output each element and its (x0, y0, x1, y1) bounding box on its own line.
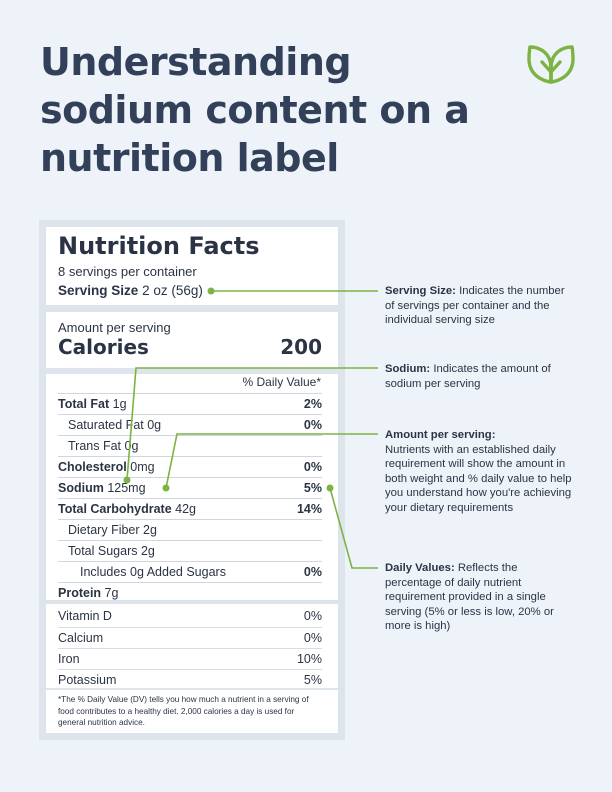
nutrient-amount: 1g (112, 397, 127, 411)
nutrient-pct: 5% (303, 481, 322, 495)
vitamin-name: Potassium (58, 673, 117, 687)
nutrient-amount: 0g (124, 439, 139, 453)
nutrient-name: Total Sugars (68, 544, 138, 558)
callout-daily-values: Daily Values: Reflects the percentage of… (385, 561, 575, 634)
callout-amount-per-serving: Amount per serving: Nutrients with an es… (385, 428, 575, 515)
vitamin-pct: 10% (296, 652, 322, 666)
calories-label: Calories (58, 335, 149, 359)
callout-title: Sodium: (385, 363, 431, 375)
label-vitamins-section (46, 604, 338, 688)
nutrient-name: Total Fat (58, 397, 110, 411)
callout-sodium: Sodium: Indicates the amount of sodium p… (385, 362, 575, 391)
nutrient-name: Total Carbohydrate (58, 502, 172, 516)
nutrient-pct: 0% (303, 565, 322, 579)
nutrient-amount: 125mg (107, 481, 146, 495)
nutrient-amount: 7g (104, 586, 119, 600)
nutrient-row-added-sugars: Includes 0g Added Sugars 0% (58, 561, 322, 582)
leaf-icon (527, 45, 575, 84)
daily-value-header: % Daily Value* (242, 375, 321, 389)
nutrient-amount: 2g (140, 544, 155, 558)
amount-per-serving: Amount per serving (58, 320, 171, 335)
nutrient-row-cholesterol: Cholesterol 0mg 0% (58, 456, 322, 477)
nutrient-name: Sodium (58, 481, 104, 495)
serving-size-value: 2 oz (56g) (142, 283, 203, 298)
vitamin-row-iron: Iron 10% (58, 648, 322, 669)
callout-text: Indicates the number of servings per con… (385, 285, 565, 326)
nutrition-facts-title: Nutrition Facts (58, 232, 260, 260)
nutrient-name: Protein (58, 586, 102, 600)
label-calories-section (46, 312, 338, 368)
vitamin-name: Calcium (58, 631, 104, 645)
nutrient-row-saturated-fat: Saturated Fat 0g 0% (58, 414, 322, 435)
page-title: Understanding sodium content on a nutrit… (40, 40, 470, 180)
serving-size-label: Serving Size (58, 283, 139, 298)
calories-value: 200 (280, 335, 322, 359)
nutrient-amount: 0mg (130, 460, 155, 474)
vitamin-pct: 0% (303, 609, 322, 623)
nutrient-amount: 42g (175, 502, 197, 516)
label-header-section (46, 227, 338, 305)
nutrient-name: Cholesterol (58, 460, 127, 474)
nutrient-row-total-sugars: Total Sugars 2g (58, 540, 322, 561)
label-nutrients-section (46, 374, 338, 600)
label-footnote-section (46, 690, 338, 733)
callout-text: Reflects the percentage of daily nutrien… (385, 562, 554, 632)
callout-title: Daily Values: (385, 562, 455, 574)
nutrient-row-sodium: Sodium 125mg 5% (58, 477, 322, 498)
nutrient-pct: 2% (303, 397, 322, 411)
nutrient-row-dietary-fiber: Dietary Fiber 2g (58, 519, 322, 540)
servings-per-container: 8 servings per container (58, 264, 197, 279)
marker-serving-size (207, 287, 215, 295)
nutrient-pct: 0% (303, 460, 322, 474)
nutrient-row-trans-fat: Trans Fat 0g (58, 435, 322, 456)
daily-value-footnote: *The % Daily Value (DV) tells you how mu… (58, 695, 309, 727)
vitamin-name: Iron (58, 652, 80, 666)
connector-daily-values (329, 487, 378, 569)
nutrient-pct: 14% (296, 502, 322, 516)
nutrient-pct: 0% (303, 418, 322, 432)
vitamin-row-vitamin-d: Vitamin D 0% (58, 606, 322, 627)
vitamin-name: Vitamin D (58, 609, 112, 623)
callout-title: Amount per serving: (385, 429, 496, 441)
callout-text: Nutrients with an established daily requ… (385, 443, 572, 514)
nutrient-row-protein: Protein 7g (58, 582, 322, 603)
nutrient-row-total-carbohydrate: Total Carbohydrate 42g 14% (58, 498, 322, 519)
connector-amount-per-serving (165, 433, 378, 489)
nutrient-name: Dietary Fiber (68, 523, 140, 537)
nutrient-name: Saturated Fat (68, 418, 144, 432)
marker-amount (162, 484, 170, 492)
vitamin-pct: 5% (303, 673, 322, 687)
vitamin-pct: 0% (303, 631, 322, 645)
vitamin-row-potassium: Potassium 5% (58, 669, 322, 690)
callout-serving-size: Serving Size: Indicates the number of se… (385, 284, 575, 328)
marker-sodium (123, 476, 131, 484)
nutrient-name: Trans Fat (68, 439, 122, 453)
nutrient-amount: 0g (147, 418, 162, 432)
serving-size: Serving Size 2 oz (56g) (58, 283, 203, 298)
nutrient-amount: 2g (143, 523, 157, 537)
callout-text: Indicates the amount of sodium per servi… (385, 363, 551, 390)
nutrient-name: Includes 0g Added Sugars (80, 565, 226, 579)
connector-sodium-top (126, 367, 378, 481)
nutrient-row-total-fat: Total Fat 1g 2% (58, 393, 322, 414)
vitamin-row-calcium: Calcium 0% (58, 627, 322, 648)
marker-daily-value (326, 484, 334, 492)
callout-title: Serving Size: (385, 285, 456, 297)
